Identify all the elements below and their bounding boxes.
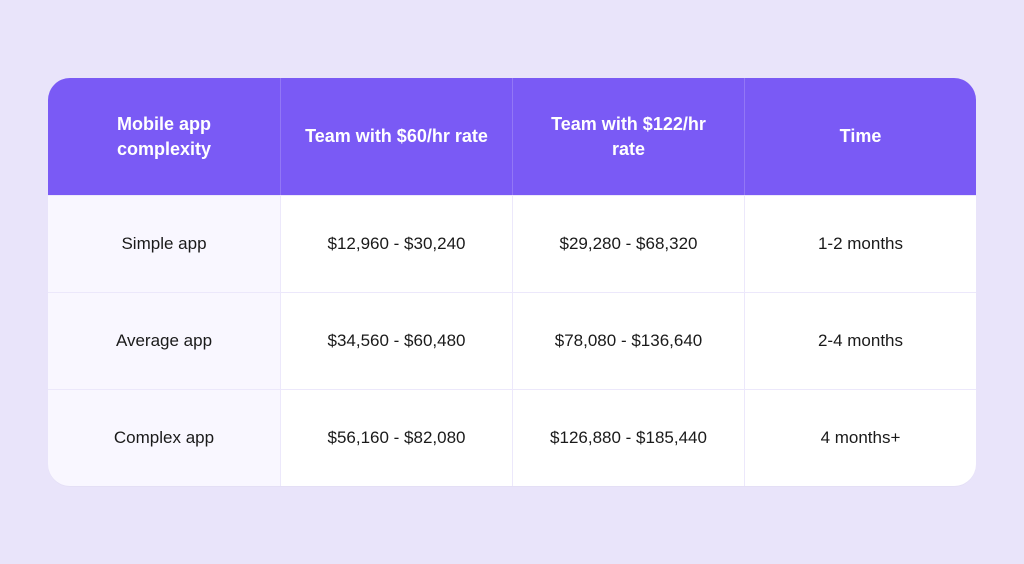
cell-complexity: Simple app (48, 195, 280, 292)
table-row: Average app $34,560 - $60,480 $78,080 - … (48, 292, 976, 389)
table-row: Simple app $12,960 - $30,240 $29,280 - $… (48, 195, 976, 292)
cell-rate-122: $78,080 - $136,640 (512, 292, 744, 389)
header-rate-60: Team with $60/hr rate (280, 78, 512, 195)
cell-time: 4 months+ (744, 389, 976, 486)
cell-time: 1-2 months (744, 195, 976, 292)
pricing-table: Mobile app complexity Team with $60/hr r… (48, 78, 976, 486)
cell-rate-60: $56,160 - $82,080 (280, 389, 512, 486)
cell-time: 2-4 months (744, 292, 976, 389)
table-body: Simple app $12,960 - $30,240 $29,280 - $… (48, 195, 976, 486)
cell-rate-122: $29,280 - $68,320 (512, 195, 744, 292)
cell-complexity: Average app (48, 292, 280, 389)
cell-rate-60: $34,560 - $60,480 (280, 292, 512, 389)
table-row: Complex app $56,160 - $82,080 $126,880 -… (48, 389, 976, 486)
header-rate-122: Team with $122/hr rate (512, 78, 744, 195)
cell-rate-60: $12,960 - $30,240 (280, 195, 512, 292)
cell-rate-122: $126,880 - $185,440 (512, 389, 744, 486)
cell-complexity: Complex app (48, 389, 280, 486)
header-time: Time (744, 78, 976, 195)
table-header-row: Mobile app complexity Team with $60/hr r… (48, 78, 976, 195)
header-complexity: Mobile app complexity (48, 78, 280, 195)
